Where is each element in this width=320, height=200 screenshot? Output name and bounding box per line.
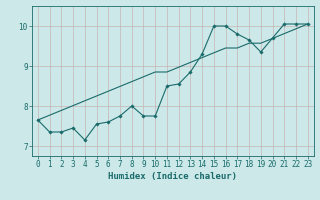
X-axis label: Humidex (Indice chaleur): Humidex (Indice chaleur)	[108, 172, 237, 181]
